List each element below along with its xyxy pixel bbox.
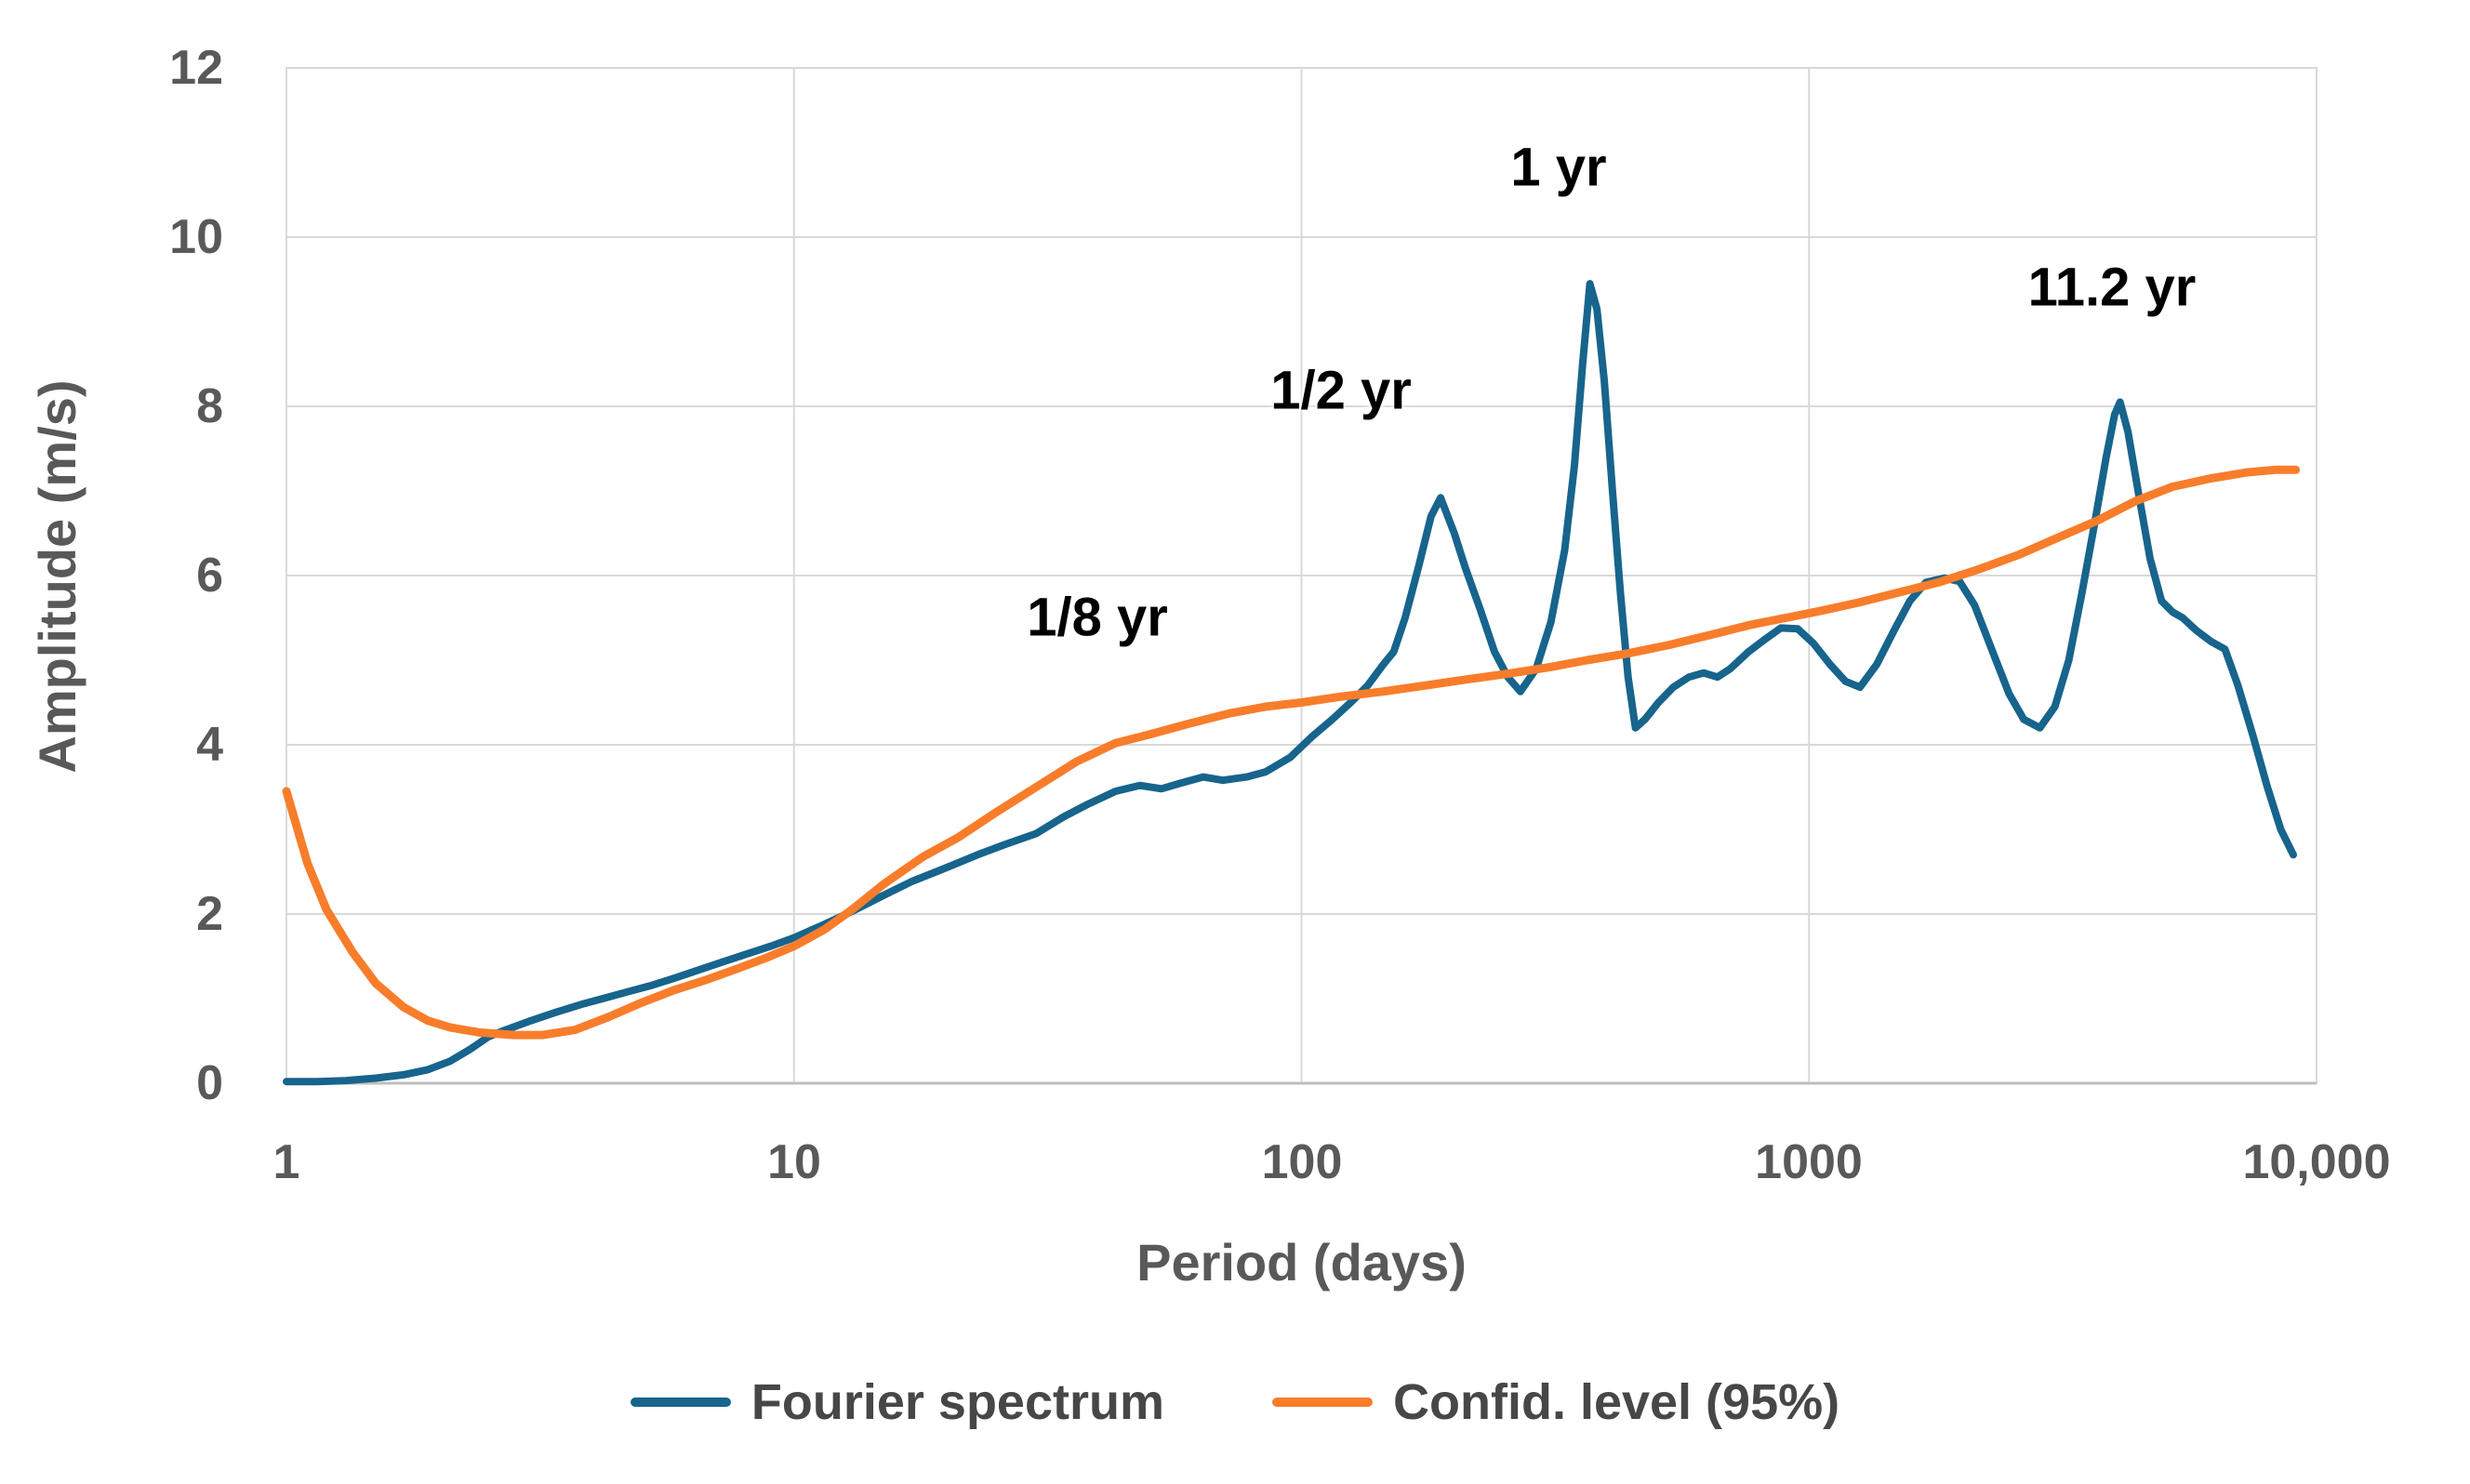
legend-label-fourier-spectrum: Fourier spectrum xyxy=(750,1374,1164,1430)
annotation-one-year: 1 yr xyxy=(1510,137,1607,198)
legend-item-confidence-level: Confid. level (95%) xyxy=(1272,1365,1839,1439)
x-tick-label-1: 1 xyxy=(272,1135,300,1189)
confidence-level-line-swatch xyxy=(1272,1398,1373,1407)
vertical-gridlines xyxy=(792,68,1811,1083)
annotation-half-year: 1/2 yr xyxy=(1270,360,1412,421)
y-tick-label-0: 0 xyxy=(196,1056,223,1110)
x-axis-title: Period (days) xyxy=(1136,1233,1467,1292)
annotation-11-2-year: 11.2 yr xyxy=(2001,250,2223,325)
y-tick-label-4: 4 xyxy=(196,718,223,772)
series-fourier-spectrum-line xyxy=(283,280,2297,1086)
annotation-eighth-year: 1/8 yr xyxy=(1027,587,1168,648)
legend-item-fourier-spectrum: Fourier spectrum xyxy=(630,1365,1164,1439)
legend-label-confidence-level: Confid. level (95%) xyxy=(1393,1374,1840,1430)
legend: Fourier spectrum Confid. level (95%) xyxy=(0,1365,2470,1439)
x-tick-label-1000: 1000 xyxy=(1755,1135,1863,1189)
y-tick-label-10: 10 xyxy=(169,210,223,264)
x-tick-label-10000: 10,000 xyxy=(2242,1135,2391,1189)
y-tick-label-12: 12 xyxy=(169,41,223,95)
x-tick-label-100: 100 xyxy=(1261,1135,1343,1189)
x-tick-label-10: 10 xyxy=(767,1135,821,1189)
series-confidence-level-line xyxy=(282,465,2301,1040)
fourier-spectrum-line-swatch xyxy=(630,1398,731,1407)
y-tick-label-6: 6 xyxy=(196,549,223,603)
y-tick-label-8: 8 xyxy=(196,379,223,433)
y-tick-label-2: 2 xyxy=(196,887,223,941)
